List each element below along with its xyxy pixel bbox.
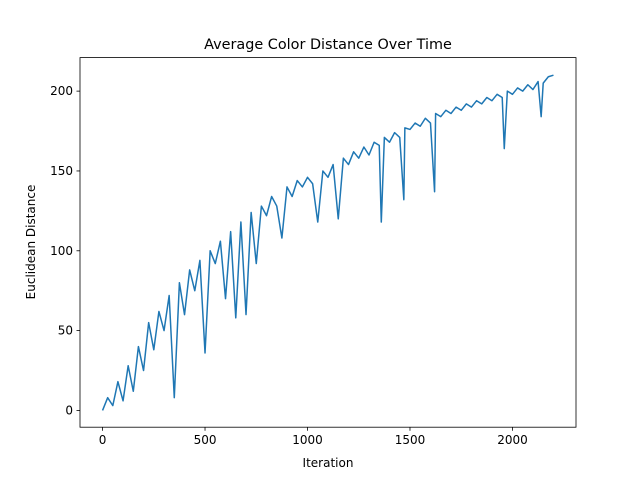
chart-title: Average Color Distance Over Time <box>204 37 452 53</box>
line-series <box>101 74 554 411</box>
plot-frame <box>79 57 577 428</box>
x-tick-label: 0 <box>99 433 107 447</box>
y-tick-label: 150 <box>50 164 73 178</box>
y-tick-label: 100 <box>50 244 73 258</box>
x-tick-label: 1000 <box>292 433 323 447</box>
y-axis-label: Euclidean Distance <box>24 185 38 300</box>
x-tick-label: 500 <box>194 433 217 447</box>
x-axis-label: Iteration <box>303 456 354 470</box>
y-tick-label: 50 <box>58 324 73 338</box>
y-tick-label: 0 <box>65 403 73 417</box>
y-tick-label: 200 <box>50 84 73 98</box>
x-tick-label: 2000 <box>497 433 528 447</box>
x-tick-label: 1500 <box>395 433 426 447</box>
